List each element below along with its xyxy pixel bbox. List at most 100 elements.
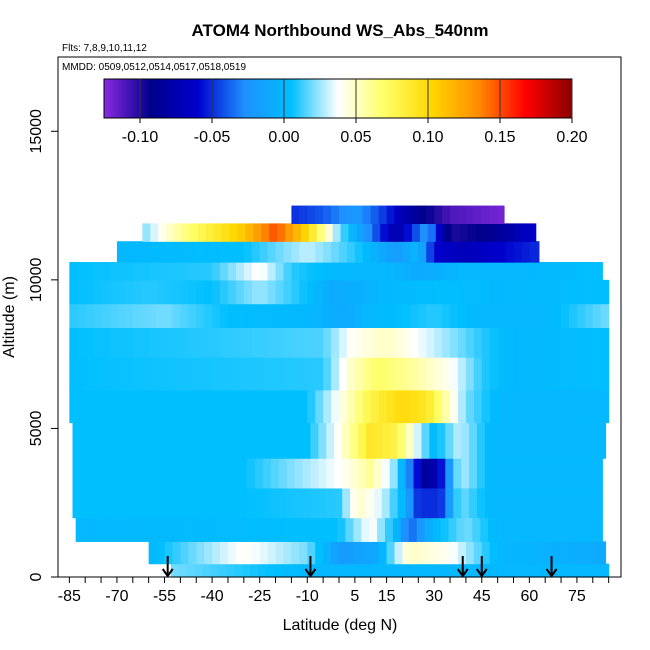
heatmap-cell: [297, 563, 307, 578]
heatmap-cell: [545, 262, 554, 281]
heatmap-cell: [513, 279, 523, 305]
heatmap-cell: [413, 458, 423, 489]
heatmap-cell: [281, 563, 291, 578]
heatmap-cell: [140, 241, 150, 263]
heatmap-cell: [334, 422, 343, 459]
heatmap-cell: [497, 303, 507, 328]
heatmap-cell: [180, 262, 189, 281]
heatmap-cell: [484, 458, 494, 489]
heatmap-cell: [315, 241, 324, 263]
heatmap-cell: [426, 541, 435, 565]
y-tick-label: 15000: [28, 109, 45, 154]
heatmap-cell: [600, 541, 607, 565]
heatmap-cell: [529, 389, 538, 424]
heatmap-cell: [569, 303, 578, 328]
heatmap-cell: [500, 487, 510, 519]
heatmap-cell: [194, 517, 204, 542]
heatmap-cell: [142, 223, 151, 242]
heatmap-cell: [199, 422, 208, 459]
heatmap-cell: [183, 487, 193, 519]
heatmap-cell: [535, 517, 545, 542]
heatmap-cell: [101, 389, 110, 424]
heatmap-cell: [461, 422, 470, 459]
heatmap-cell: [489, 389, 499, 424]
heatmap-cell: [289, 517, 299, 542]
heatmap-cell: [93, 357, 102, 391]
heatmap-cell: [331, 262, 340, 281]
heatmap-cell: [537, 241, 540, 263]
heatmap-cell: [188, 389, 197, 424]
heatmap-cell: [243, 262, 253, 281]
heatmap-cell: [259, 262, 269, 281]
profile-marker-arrow-head: [161, 568, 174, 578]
heatmap-cell: [85, 279, 94, 305]
heatmap-cell: [481, 357, 491, 391]
heatmap-cell: [497, 357, 507, 391]
heatmap-cell: [326, 458, 335, 489]
heatmap-cell: [323, 279, 332, 305]
heatmap-cell: [473, 541, 483, 565]
heatmap-cell: [159, 422, 169, 459]
heatmap-cell: [251, 389, 261, 424]
heatmap-cell: [307, 205, 316, 224]
heatmap-cell: [231, 458, 240, 489]
heatmap-cell: [331, 303, 340, 328]
heatmap-cell: [457, 389, 467, 424]
heatmap-cell: [600, 327, 610, 358]
heatmap-cell: [505, 279, 515, 305]
heatmap-cell: [69, 303, 78, 328]
heatmap-cell: [124, 262, 134, 281]
heatmap-cell: [465, 357, 475, 391]
heatmap-cell: [93, 279, 102, 305]
heatmap-cell: [342, 487, 351, 519]
heatmap-cell: [234, 517, 243, 542]
heatmap-cell: [202, 517, 212, 542]
heatmap-cell: [323, 241, 332, 263]
heatmap-cell: [505, 262, 515, 281]
heatmap-cell: [104, 487, 113, 519]
heatmap-cell: [427, 223, 437, 242]
x-axis-label: Latitude (deg N): [283, 617, 398, 634]
heatmap-cell: [402, 389, 411, 424]
heatmap-cell: [302, 458, 312, 489]
heatmap-cell: [465, 541, 475, 565]
heatmap-cell: [135, 458, 145, 489]
heatmap-cell: [481, 389, 491, 424]
heatmap-cell: [199, 458, 208, 489]
heatmap-cell: [346, 357, 356, 391]
heatmap-cell: [488, 563, 497, 578]
heatmap-cell: [205, 223, 215, 242]
x-tick-label: 30: [425, 588, 443, 605]
heatmap-cell: [553, 303, 562, 328]
heatmap-cell: [354, 241, 364, 263]
heatmap-cell: [204, 279, 213, 305]
heatmap-cell: [72, 458, 82, 489]
heatmap-cell: [101, 357, 110, 391]
heatmap-cell: [183, 422, 193, 459]
heatmap-cell: [120, 487, 129, 519]
heatmap-cell: [242, 563, 251, 578]
heatmap-cell: [204, 262, 213, 281]
heatmap-cell: [459, 223, 469, 242]
heatmap-cell: [600, 389, 610, 424]
heatmap-cell: [394, 262, 404, 281]
heatmap-cell: [386, 279, 396, 305]
heatmap-cell: [434, 241, 443, 263]
heatmap-cell: [315, 205, 324, 224]
heatmap-cell: [156, 541, 166, 565]
heatmap-cell: [156, 241, 166, 263]
heatmap-cell: [559, 517, 569, 542]
heatmap-cell: [500, 422, 510, 459]
heatmap-cell: [124, 279, 134, 305]
heatmap-cell: [69, 262, 78, 281]
heatmap-cell: [591, 563, 600, 578]
heatmap-cell: [497, 262, 507, 281]
heatmap-cell: [307, 279, 316, 305]
heatmap-cell: [356, 223, 365, 242]
heatmap-cell: [442, 357, 451, 391]
heatmap-cell: [140, 279, 150, 305]
heatmap-cell: [369, 563, 378, 578]
heatmap-cell: [218, 517, 227, 542]
heatmap-cell: [339, 279, 348, 305]
heatmap-cell: [437, 458, 446, 489]
